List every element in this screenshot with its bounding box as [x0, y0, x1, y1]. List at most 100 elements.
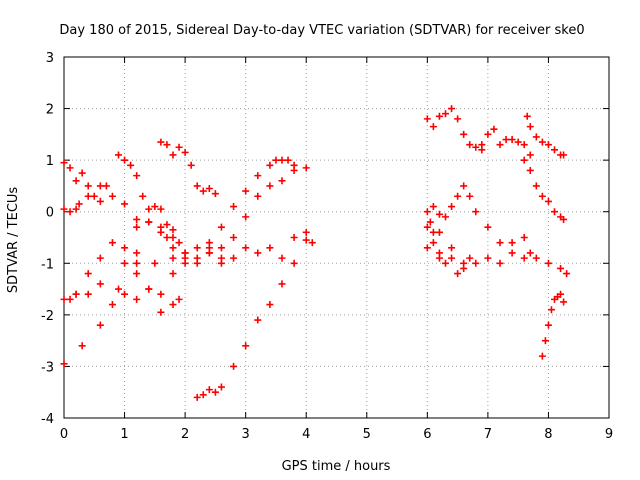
data-point [108, 301, 116, 309]
data-point [199, 187, 207, 195]
data-point [544, 141, 552, 149]
data-point [508, 136, 516, 144]
data-series [181, 234, 316, 267]
data-point [175, 143, 183, 151]
data-point [423, 115, 431, 123]
data-series [72, 280, 183, 316]
data-point [193, 254, 201, 262]
data-series [423, 105, 486, 154]
data-point [175, 295, 183, 303]
data-point [133, 249, 141, 257]
data-point [423, 223, 431, 231]
data-point [108, 239, 116, 247]
x-tick-label: 5 [363, 427, 371, 442]
data-point [532, 133, 540, 141]
data-point [429, 203, 437, 211]
data-point [90, 192, 98, 200]
x-tick-label: 7 [484, 427, 492, 442]
y-tick-label: 3 [46, 51, 54, 66]
data-point [290, 259, 298, 267]
data-point [514, 138, 522, 146]
data-series [423, 203, 443, 218]
data-point [181, 148, 189, 156]
data-series [523, 112, 568, 159]
data-point [205, 244, 213, 252]
data-point [217, 244, 225, 252]
data-point [254, 172, 262, 180]
data-point [435, 249, 443, 257]
data-point [115, 151, 122, 159]
data-point [460, 264, 468, 272]
data-point [478, 141, 486, 149]
data-point [254, 192, 262, 200]
data-point [102, 182, 110, 190]
data-point [448, 203, 456, 211]
data-point [466, 254, 474, 262]
data-point [551, 208, 558, 216]
data-point [538, 352, 546, 360]
data-point [169, 254, 177, 262]
plot-frame [63, 56, 610, 419]
data-point [423, 208, 431, 216]
data-point [217, 223, 225, 231]
data-point [266, 182, 274, 190]
y-tick-label: -3 [41, 360, 54, 375]
data-point [266, 301, 274, 309]
data-point [526, 166, 534, 174]
data-point [78, 169, 86, 177]
data-point [302, 236, 310, 244]
data-point [278, 156, 286, 164]
y-tick-label: -4 [41, 412, 54, 427]
data-point [429, 239, 437, 247]
y-tick-label: 2 [46, 103, 54, 118]
data-point [193, 182, 201, 190]
data-point [230, 362, 238, 370]
data-point [454, 192, 462, 200]
data-point [72, 177, 80, 185]
x-tick-label: 3 [242, 427, 250, 442]
data-point [157, 290, 165, 298]
data-point [133, 295, 141, 303]
data-point [448, 105, 456, 113]
data-series [423, 234, 571, 278]
data-point [169, 301, 177, 309]
data-point [163, 141, 171, 149]
data-point [460, 182, 468, 190]
data-point [96, 197, 104, 205]
data-point [544, 197, 552, 205]
data-point [133, 172, 141, 180]
data-point [66, 295, 74, 303]
data-series [426, 218, 474, 278]
data-point [60, 295, 68, 303]
chart-title: Day 180 of 2015, Sidereal Day-to-day VTE… [59, 23, 584, 38]
data-point [551, 146, 558, 154]
data-point [442, 259, 449, 267]
data-point [423, 244, 431, 252]
data-point [230, 203, 238, 211]
data-point [133, 270, 141, 278]
data-point [466, 141, 474, 149]
data-point [254, 316, 262, 324]
data-point [442, 213, 449, 221]
y-axis-label: SDTVAR / TECUs [6, 187, 21, 294]
data-point [169, 151, 177, 159]
data-point [133, 223, 141, 231]
data-point [557, 264, 565, 272]
data-point [272, 156, 280, 164]
data-point [157, 308, 165, 316]
data-point [520, 234, 528, 241]
data-point [454, 115, 462, 123]
data-point [84, 192, 92, 200]
data-point [448, 244, 456, 252]
data-point [72, 205, 80, 213]
data-series [520, 156, 568, 223]
data-point [108, 192, 116, 200]
data-point [121, 156, 129, 164]
data-point [560, 298, 568, 306]
data-point [290, 234, 298, 241]
data-point [508, 239, 516, 247]
data-point [484, 130, 492, 138]
y-tick-label: -1 [41, 257, 54, 272]
data-point [96, 321, 104, 329]
data-point [242, 244, 250, 252]
